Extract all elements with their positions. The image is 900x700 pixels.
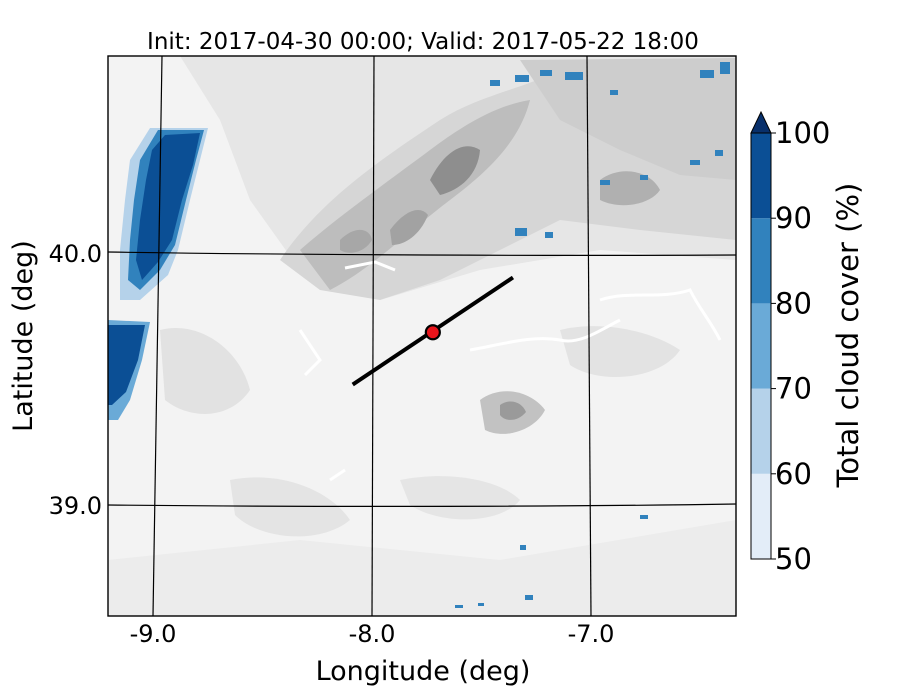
rivers <box>298 260 722 482</box>
x-tick-label: -8.0 <box>349 620 396 648</box>
y-axis-ticks: 40.0 39.0 <box>49 240 102 520</box>
parallel-line <box>108 503 736 507</box>
colorbar-tick-label: 70 <box>775 372 812 406</box>
colorbar-frame <box>750 132 772 560</box>
cloud-cover-patches <box>108 62 730 608</box>
colorbar-extend-arrow <box>750 110 772 134</box>
colorbar-label: Total cloud cover (%) <box>831 183 865 489</box>
graticule <box>108 56 736 616</box>
colorbar-segment <box>751 218 771 304</box>
map-panel <box>108 56 736 616</box>
terrain-shading <box>108 56 736 616</box>
colorbar-tick-label: 100 <box>775 116 830 150</box>
parallel-line <box>108 251 736 256</box>
colorbar-tick-label: 60 <box>775 457 812 491</box>
colorbar-tick-label: 90 <box>775 201 812 235</box>
colorbar-tick-label: 50 <box>775 542 812 576</box>
colorbar: 50 60 70 80 90 100 Total cloud cover (%) <box>750 110 865 576</box>
colorbar-ticks: 50 60 70 80 90 100 <box>771 116 830 576</box>
plot-title: Init: 2017-04-30 00:00; Valid: 2017-05-2… <box>147 29 699 55</box>
y-axis-label: Latitude (deg) <box>8 240 39 432</box>
colorbar-segment <box>751 303 771 389</box>
x-axis-ticks: -9.0 -8.0 -7.0 <box>130 620 615 648</box>
map-frame <box>107 55 737 617</box>
colorbar-tick-label: 80 <box>775 286 812 320</box>
meridian-line <box>152 56 163 616</box>
x-axis-label: Longitude (deg) <box>316 656 531 687</box>
colorbar-segment <box>751 388 771 474</box>
colorbar-segments <box>751 133 771 559</box>
x-tick-label: -9.0 <box>130 620 177 648</box>
colorbar-segment <box>751 473 771 559</box>
meridian-line <box>586 56 592 616</box>
y-tick-label: 40.0 <box>49 240 102 268</box>
y-tick-label: 39.0 <box>49 492 102 520</box>
colorbar-segment <box>751 133 771 219</box>
meridian-line <box>371 56 375 616</box>
x-tick-label: -7.0 <box>568 620 615 648</box>
location-marker <box>424 324 441 341</box>
